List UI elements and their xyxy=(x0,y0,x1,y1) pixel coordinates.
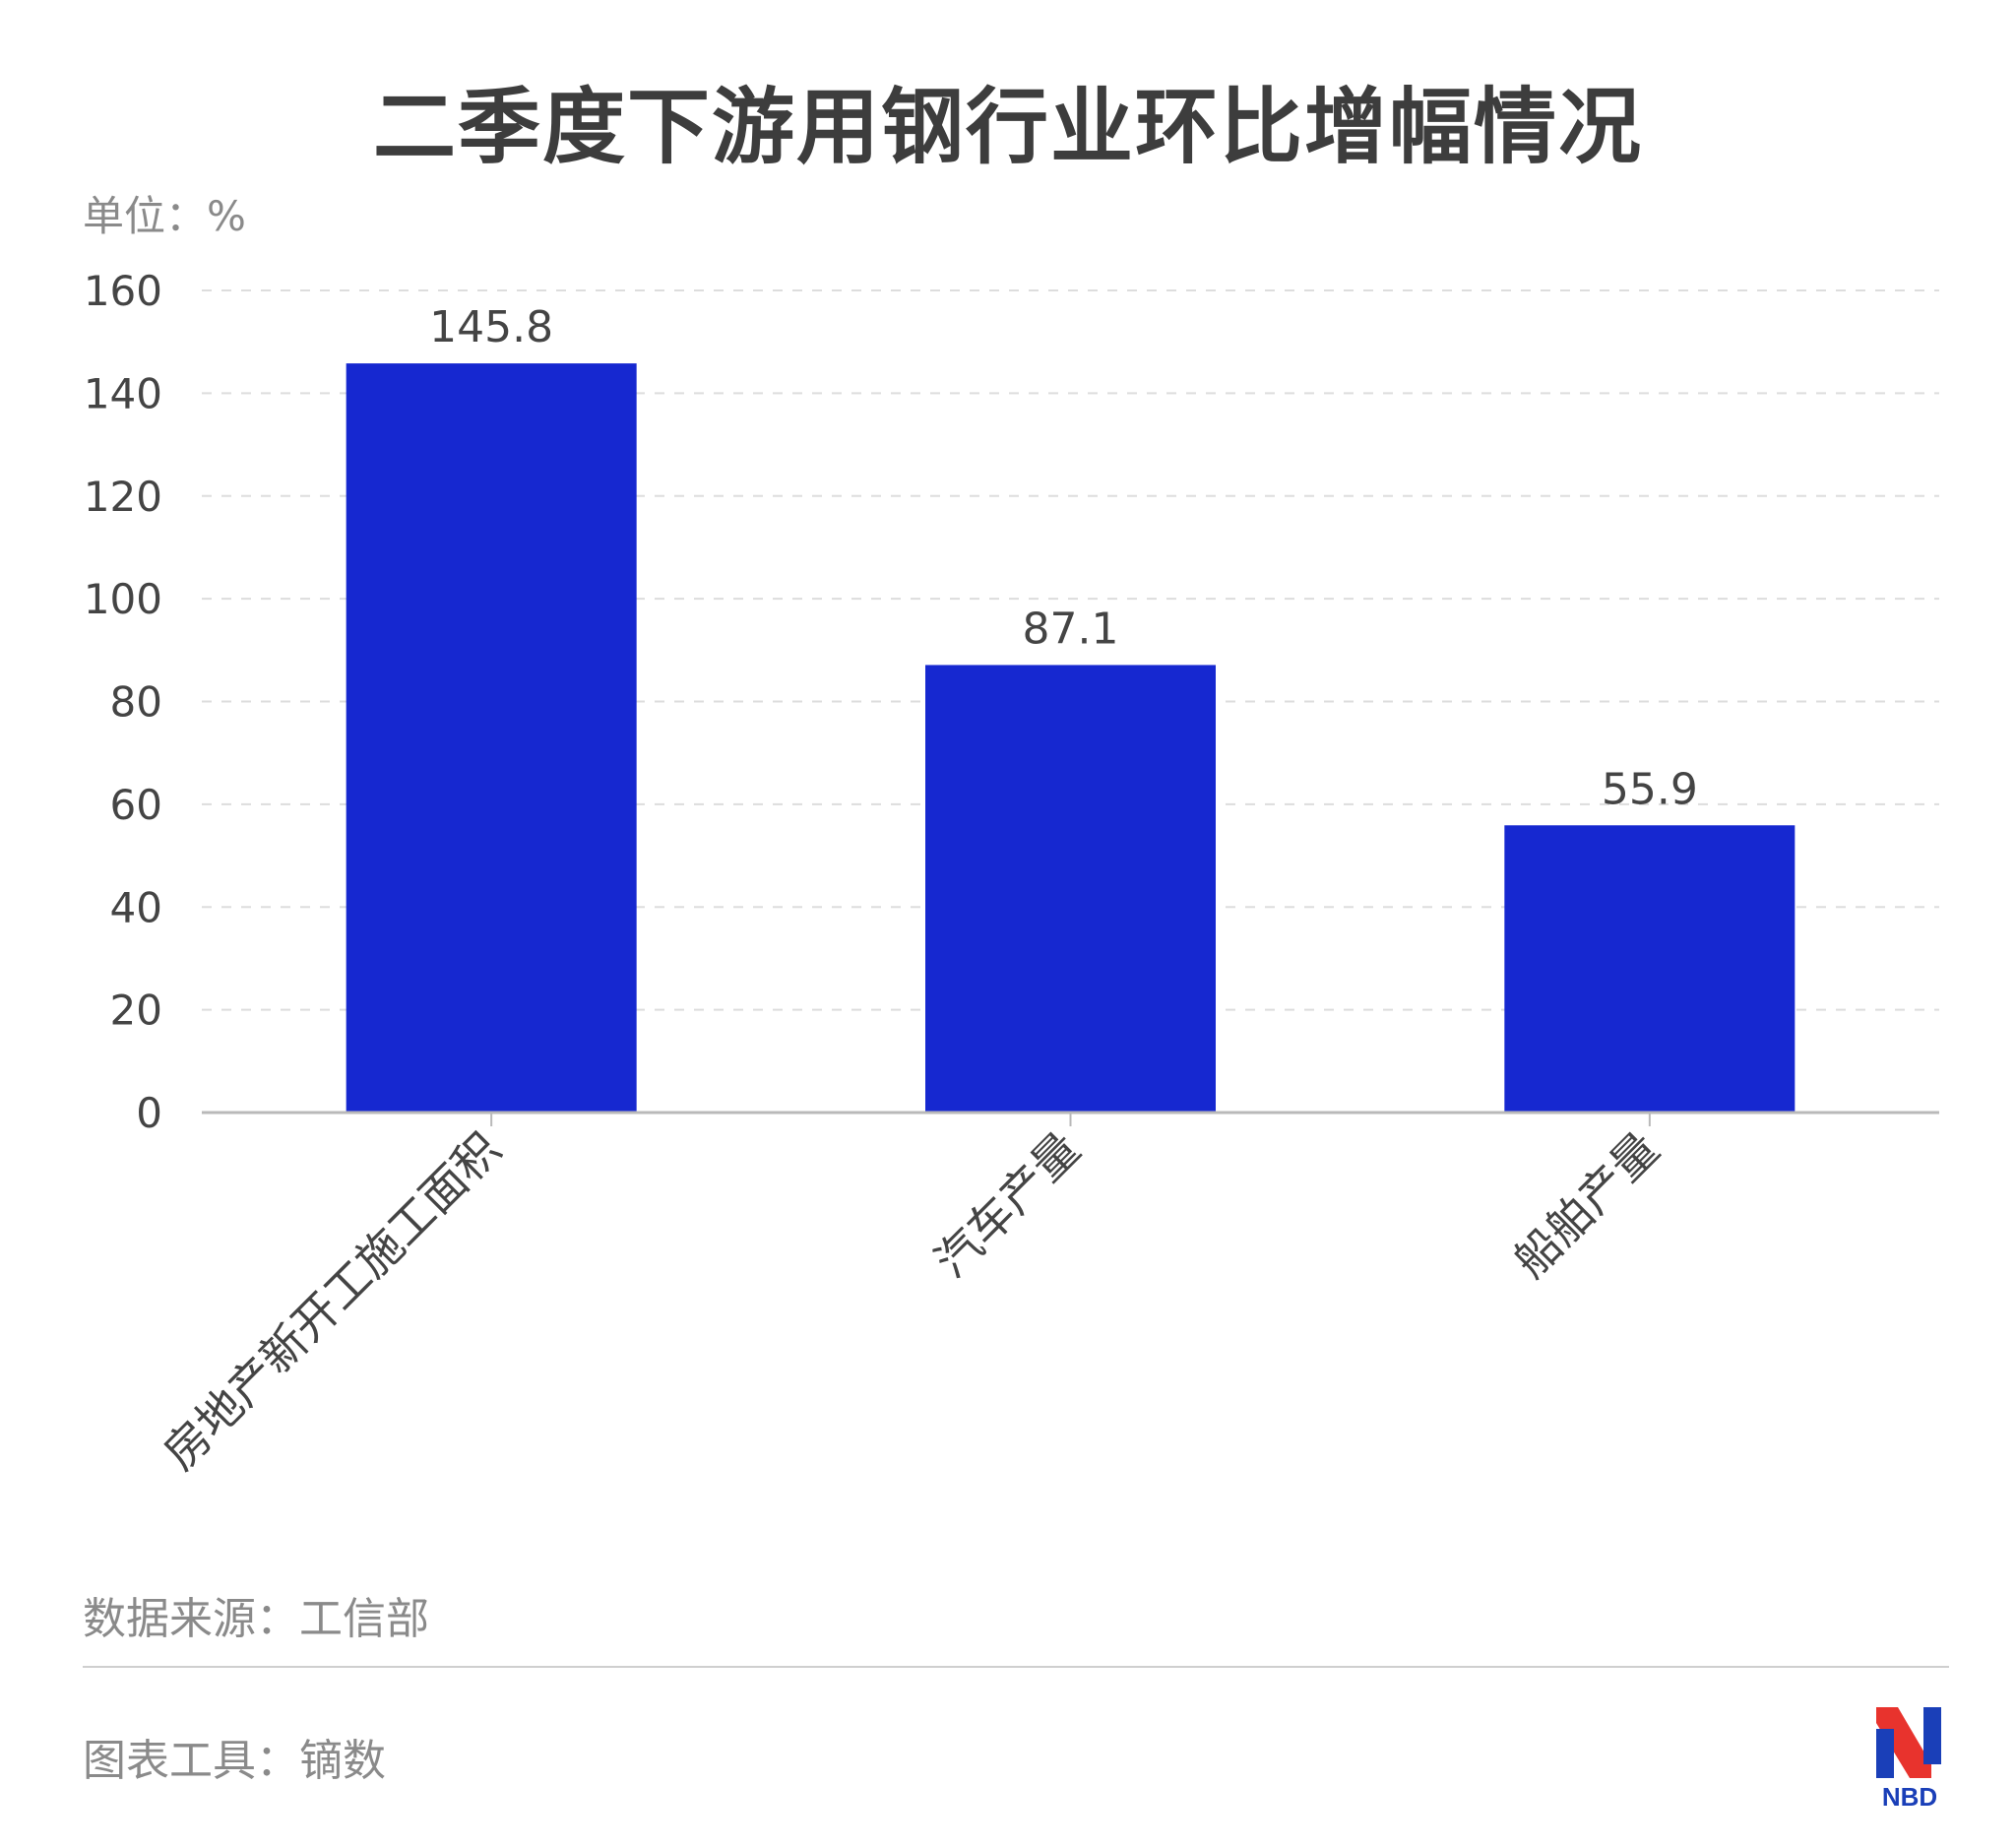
bar xyxy=(346,363,637,1113)
footer-divider xyxy=(83,1666,1949,1668)
value-labels: 145.8 87.1 55.9 xyxy=(429,302,1698,814)
nbd-logo: NBD xyxy=(1876,1707,1941,1812)
y-tick-label: 0 xyxy=(136,1089,162,1137)
y-tick-label: 60 xyxy=(110,781,162,829)
bar xyxy=(1504,825,1796,1113)
y-axis-ticks: 0 20 40 60 80 100 120 140 160 xyxy=(84,267,162,1137)
y-tick-label: 80 xyxy=(110,678,162,727)
y-tick-label: 140 xyxy=(84,369,162,417)
data-label: 55.9 xyxy=(1602,764,1698,814)
data-label: 87.1 xyxy=(1023,604,1119,654)
y-tick-label: 160 xyxy=(84,267,162,315)
bar-chart: 0 20 40 60 80 100 120 140 160 145.8 87.1 55.9 房地产新… xyxy=(84,267,1939,1480)
y-tick-label: 40 xyxy=(110,883,162,931)
x-category-label: 船舶产量 xyxy=(1503,1122,1669,1288)
x-axis-categories: 房地产新开工施工面积 汽车产量 船舶产量 xyxy=(153,1113,1670,1480)
x-category-label: 汽车产量 xyxy=(924,1122,1090,1288)
chart-tool: 图表工具：镝数 xyxy=(83,1736,386,1786)
bars xyxy=(346,363,1796,1113)
y-tick-label: 20 xyxy=(110,987,162,1035)
logo-text: NBD xyxy=(1882,1782,1937,1812)
unit-label: 单位：% xyxy=(83,192,246,240)
y-tick-label: 120 xyxy=(84,473,162,521)
y-tick-label: 100 xyxy=(84,575,162,623)
data-source: 数据来源：工信部 xyxy=(83,1594,429,1644)
chart-title: 二季度下游用钢行业环比增幅情况 xyxy=(372,79,1643,175)
x-category-label: 房地产新开工施工面积 xyxy=(153,1122,510,1480)
bar xyxy=(925,665,1216,1113)
data-label: 145.8 xyxy=(429,302,553,352)
